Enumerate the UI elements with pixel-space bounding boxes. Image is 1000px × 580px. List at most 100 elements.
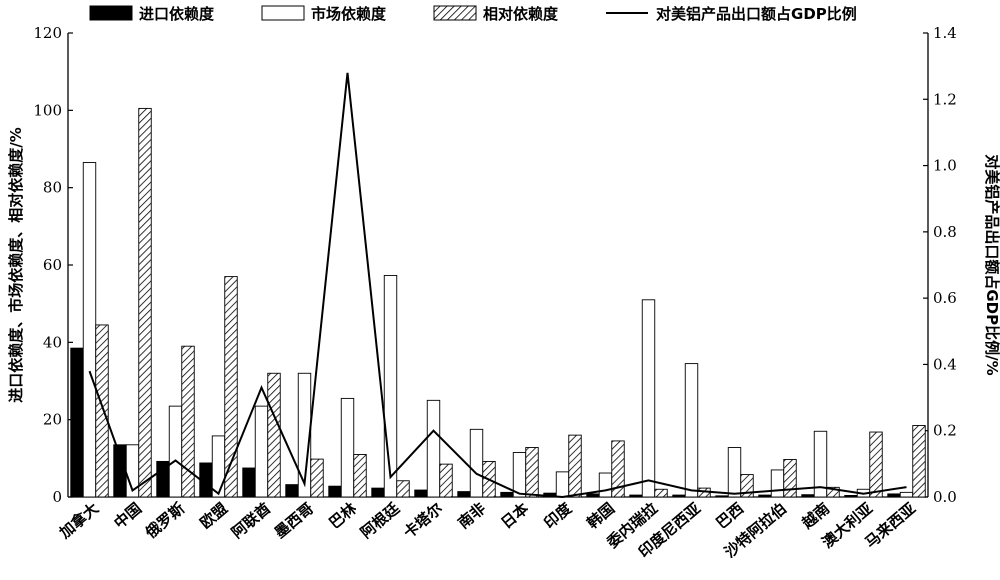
- market-dependency-bar: [512, 452, 527, 498]
- market-dependency-bar: [82, 162, 97, 498]
- relative-dependency-bar: [869, 431, 883, 498]
- category-label: 南非: [455, 499, 490, 532]
- legend-swatch-market: [261, 5, 305, 21]
- category-label: 卡塔尔: [400, 499, 446, 542]
- import-dependency-bar: [414, 489, 428, 498]
- axes: [67, 33, 929, 498]
- relative-dependency-bar: [740, 474, 754, 498]
- relative-dependency-bar: [783, 459, 797, 498]
- left-tick-label: 0: [52, 488, 62, 506]
- gdp-share-line: [88, 72, 907, 499]
- category-label: 越南: [798, 499, 833, 533]
- legend-label-gdp: 对美铝产品出口额占GDP比例: [656, 5, 857, 23]
- market-dependency-bar: [168, 405, 183, 498]
- import-dependency-bar: [500, 491, 514, 498]
- category-label: 中国: [111, 499, 146, 532]
- relative-dependency-bar: [310, 458, 324, 498]
- left-ticks: 0 20 40 60 80 100 120: [33, 24, 73, 506]
- market-dependency-bar: [727, 447, 742, 498]
- legend-swatch-import: [89, 5, 133, 21]
- left-tick-label: 80: [43, 179, 62, 197]
- relative-dependency-bar: [95, 324, 109, 498]
- import-dependency-bar: [285, 484, 299, 498]
- right-tick-label: 1.0: [933, 157, 957, 175]
- legend-label-market: 市场依赖度: [311, 5, 387, 23]
- right-tick-label: 1.4: [933, 24, 957, 42]
- market-dependency-bar: [684, 363, 699, 498]
- import-dependency-bar: [887, 493, 901, 498]
- import-dependency-bar: [328, 485, 342, 498]
- legend-label-relative: 相对依赖度: [483, 5, 559, 23]
- relative-dependency-bar: [568, 434, 582, 498]
- relative-dependency-bar: [654, 488, 668, 498]
- category-label: 日本: [498, 499, 533, 532]
- relative-dependency-bar: [826, 486, 840, 498]
- legend-label-import: 进口依赖度: [139, 5, 215, 23]
- relative-dependency-bar: [353, 454, 367, 498]
- import-dependency-bar: [715, 495, 729, 498]
- import-dependency-bar: [629, 494, 643, 498]
- right-tick-label: 0.4: [933, 355, 957, 373]
- legend: 进口依赖度 市场依赖度 相对依赖度 对美铝产品出口额占GDP比例: [89, 5, 857, 23]
- relative-dependency-bar: [611, 440, 625, 498]
- right-tick-label: 1.2: [933, 90, 957, 108]
- relative-dependency-bar: [224, 276, 238, 498]
- market-dependency-bar: [641, 299, 656, 498]
- right-tick-label: 0.8: [933, 223, 957, 241]
- legend-swatch-relative: [433, 5, 477, 21]
- category-label: 韩国: [584, 499, 619, 532]
- import-dependency-bar: [758, 494, 772, 498]
- market-dependency-bar: [340, 397, 355, 498]
- import-dependency-bar: [844, 495, 858, 498]
- left-tick-label: 40: [43, 333, 62, 351]
- relative-dependency-bar: [525, 447, 539, 498]
- market-dependency-bar: [770, 469, 785, 498]
- y-axis-title: 进口依赖度、市场依赖度、相对依赖度/%: [7, 127, 25, 403]
- market-dependency-bar: [555, 471, 570, 498]
- category-label: 欧盟: [197, 499, 232, 532]
- right-tick-label: 0.6: [933, 289, 957, 307]
- relative-dependency-bar: [267, 372, 281, 498]
- relative-dependency-bar: [138, 107, 152, 498]
- import-dependency-bar: [801, 494, 815, 498]
- left-tick-label: 100: [33, 101, 62, 119]
- relative-dependency-bar: [912, 425, 926, 498]
- market-dependency-bar: [297, 372, 312, 498]
- market-dependency-bar: [469, 428, 484, 498]
- market-dependency-bar: [383, 274, 398, 498]
- market-dependency-bar: [899, 491, 914, 498]
- import-dependency-bar: [586, 493, 600, 498]
- category-label: 阿联酋: [228, 499, 274, 542]
- relative-dependency-bar: [181, 345, 195, 498]
- bars: [70, 107, 926, 498]
- market-dependency-bar: [598, 472, 613, 498]
- relative-dependency-bar: [439, 463, 453, 498]
- right-tick-label: 0.0: [933, 488, 957, 506]
- line-series: [88, 72, 907, 499]
- market-dependency-bar: [254, 405, 269, 498]
- market-dependency-bar: [426, 399, 441, 498]
- right-tick-label: 0.2: [933, 422, 957, 440]
- market-dependency-bar: [813, 430, 828, 498]
- y2-axis-title: 对美铝产品出口额占GDP比例/%: [983, 154, 1000, 375]
- import-dependency-bar: [113, 444, 127, 498]
- import-dependency-bar: [371, 487, 385, 498]
- left-tick-label: 20: [43, 411, 62, 429]
- market-dependency-bar: [211, 435, 226, 498]
- right-ticks: 0.0 0.2 0.4 0.6 0.8 1.0 1.2 1.4: [923, 24, 957, 506]
- category-label: 加拿大: [55, 499, 102, 542]
- left-tick-label: 60: [43, 256, 62, 274]
- category-label: 印度: [541, 499, 576, 533]
- category-label: 阿根廷: [357, 499, 404, 542]
- category-label: 巴林: [326, 499, 361, 533]
- import-dependency-bar: [672, 494, 686, 498]
- left-tick-label: 120: [33, 24, 62, 42]
- category-label: 俄罗斯: [141, 499, 188, 542]
- import-dependency-bar: [457, 491, 471, 498]
- relative-dependency-bar: [396, 480, 410, 498]
- category-label: 墨西哥: [271, 499, 317, 542]
- import-dependency-bar: [242, 467, 256, 498]
- category-label: 巴西: [713, 499, 748, 532]
